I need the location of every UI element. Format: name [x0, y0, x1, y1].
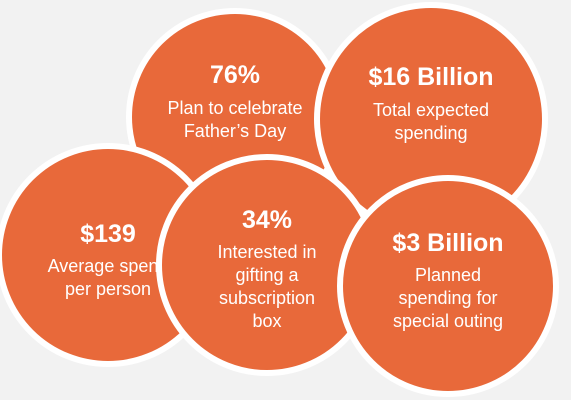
stat-description-line: per person — [64, 279, 152, 299]
stat-description-line: Father’s Day — [183, 121, 287, 141]
stat-description-line: special outing — [392, 311, 504, 331]
stat-description-line: gifting a — [235, 265, 299, 285]
stat-description: Total expected spending — [373, 99, 489, 145]
stat-value: $3 Billion — [392, 229, 504, 257]
stat-description-line: Average spend — [47, 256, 169, 276]
stat-description-line: box — [252, 311, 282, 331]
stat-description: Average spend per person — [48, 255, 169, 301]
stat-description-line: subscription — [218, 288, 316, 308]
stat-value: $139 — [80, 220, 136, 248]
stat-description: Plan to celebrate Father’s Day — [167, 97, 302, 143]
stat-description-line: Total expected — [372, 100, 490, 120]
stat-description-line: Planned — [414, 265, 482, 285]
stat-description-line: Plan to celebrate — [167, 98, 303, 118]
stat-value: 34% — [241, 206, 293, 234]
stat-description: Planned spending for special outing — [393, 264, 503, 333]
stat-description-line: Interested in — [217, 242, 317, 262]
stat-description-line: spending for — [398, 288, 498, 308]
stat-value: $16 Billion — [368, 63, 494, 91]
stat-description: Interested in gifting a subscription box — [217, 241, 316, 333]
stat-value: 76% — [209, 61, 261, 89]
stat-description-line: spending — [394, 123, 468, 143]
stat-bubble-subscription-box: 34% Interested in gifting a subscription… — [156, 154, 378, 376]
stat-bubble-special-outing: $3 Billion Planned spending for special … — [337, 175, 559, 397]
